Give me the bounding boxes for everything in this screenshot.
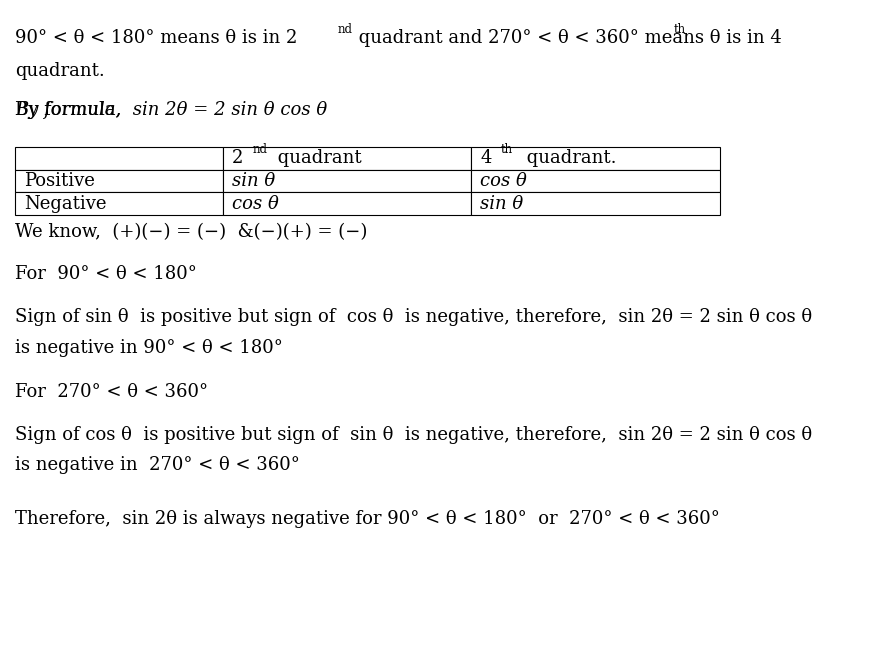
Text: Sign of sin θ  is positive but sign of  cos θ  is negative, therefore,  sin 2θ =: Sign of sin θ is positive but sign of co… <box>15 308 812 327</box>
Text: 4: 4 <box>480 149 492 167</box>
Text: Therefore,  sin 2θ is always negative for 90° < θ < 180°  or  270° < θ < 360°: Therefore, sin 2θ is always negative for… <box>15 510 720 528</box>
Bar <box>472 192 720 215</box>
Text: cos θ: cos θ <box>232 195 278 213</box>
Text: quadrant: quadrant <box>272 149 362 167</box>
Text: nd: nd <box>252 143 268 156</box>
Text: By formula,  sin 2θ = 2 sin θ cos θ: By formula, sin 2θ = 2 sin θ cos θ <box>15 101 327 119</box>
Text: 90° < θ < 180° means θ is in 2: 90° < θ < 180° means θ is in 2 <box>15 29 298 47</box>
Text: nd: nd <box>338 23 353 37</box>
Bar <box>15 147 223 170</box>
Text: We know,  (+)(−) = (−)  &(−)(+) = (−): We know, (+)(−) = (−) &(−)(+) = (−) <box>15 223 368 241</box>
Text: th: th <box>674 23 686 37</box>
Text: quadrant.: quadrant. <box>15 62 105 80</box>
Text: Positive: Positive <box>24 172 94 190</box>
Text: By formula,: By formula, <box>15 101 122 119</box>
Bar <box>472 147 720 170</box>
Bar <box>15 192 223 215</box>
Text: Sign of cos θ  is positive but sign of  sin θ  is negative, therefore,  sin 2θ =: Sign of cos θ is positive but sign of si… <box>15 426 812 444</box>
Text: sin θ: sin θ <box>232 172 275 190</box>
Text: For  270° < θ < 360°: For 270° < θ < 360° <box>15 383 208 401</box>
Bar <box>223 192 472 215</box>
Bar <box>472 170 720 192</box>
Text: quadrant and 270° < θ < 360° means θ is in 4: quadrant and 270° < θ < 360° means θ is … <box>353 29 781 47</box>
Text: For  90° < θ < 180°: For 90° < θ < 180° <box>15 265 197 284</box>
Text: sin θ: sin θ <box>480 195 523 213</box>
Text: Negative: Negative <box>24 195 106 213</box>
Text: is negative in 90° < θ < 180°: is negative in 90° < θ < 180° <box>15 339 283 357</box>
Text: th: th <box>501 143 514 156</box>
Bar <box>15 170 223 192</box>
Bar <box>223 170 472 192</box>
Bar <box>223 147 472 170</box>
Text: cos θ: cos θ <box>480 172 528 190</box>
Text: quadrant.: quadrant. <box>522 149 617 167</box>
Text: is negative in  270° < θ < 360°: is negative in 270° < θ < 360° <box>15 456 300 475</box>
Text: 2: 2 <box>232 149 243 167</box>
